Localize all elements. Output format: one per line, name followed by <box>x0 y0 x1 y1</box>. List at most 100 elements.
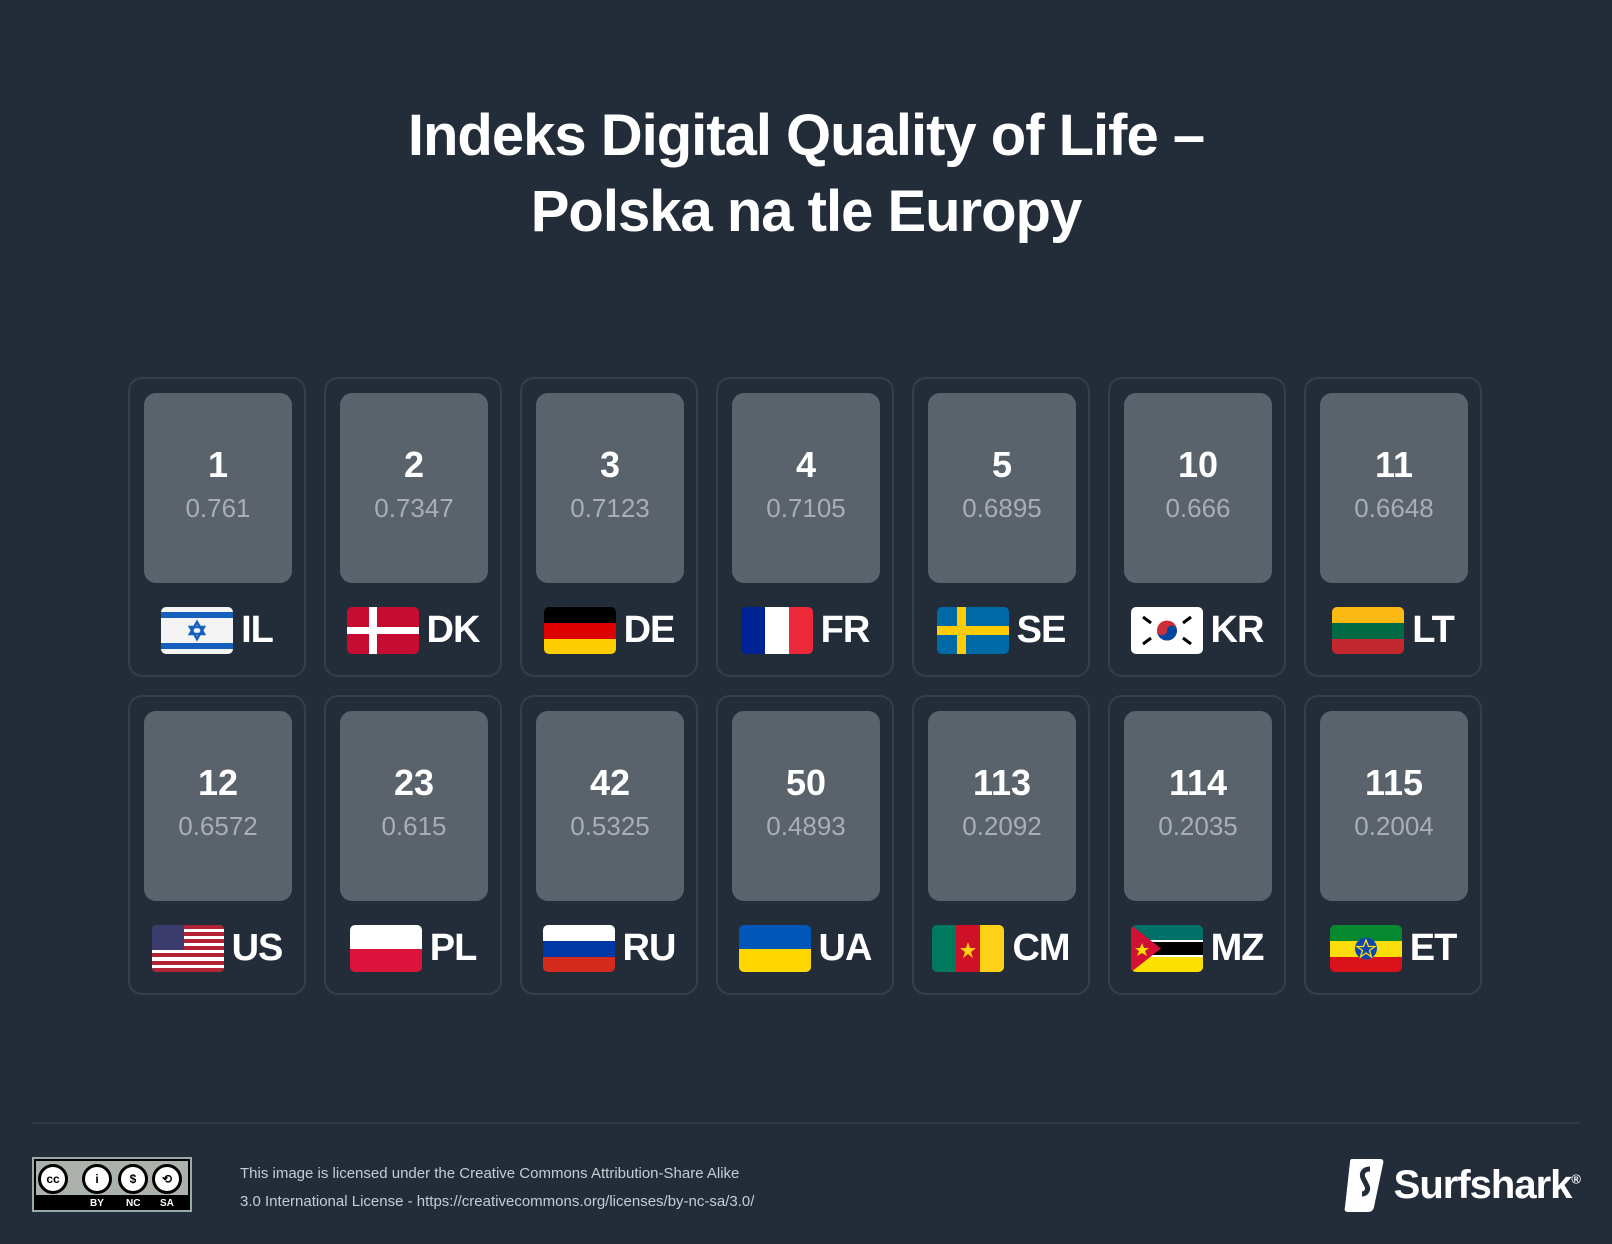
flag-mz-icon <box>1130 925 1203 972</box>
cc-license-badge: cc i $ ⟲ BY NC SA <box>32 1157 192 1212</box>
score-box: 12 0.6572 <box>144 711 292 901</box>
flag-cm-icon <box>932 925 1005 972</box>
rank: 1 <box>207 444 229 485</box>
score-box: 50 0.4893 <box>732 711 880 901</box>
country-code: ET <box>1409 927 1458 969</box>
score-box: 114 0.2035 <box>1124 711 1272 901</box>
country-card-et: 115 0.2004 ET <box>1304 695 1482 995</box>
country-label: ET <box>1306 925 1480 972</box>
score: 0.6895 <box>962 493 1042 523</box>
country-card-us: 12 0.6572 US <box>128 695 306 995</box>
country-code: RU <box>622 927 677 969</box>
flag-dk-icon <box>346 607 419 654</box>
country-card-se: 5 0.6895 SE <box>912 377 1090 677</box>
country-code: US <box>231 927 284 969</box>
country-label: PL <box>326 925 500 972</box>
country-card-il: 1 0.761 IL <box>128 377 306 677</box>
rank: 115 <box>1364 762 1424 803</box>
country-card-pl: 23 0.615 PL <box>324 695 502 995</box>
rank: 114 <box>1168 762 1228 803</box>
score: 0.4893 <box>766 811 846 841</box>
country-label: US <box>130 925 304 972</box>
country-card-de: 3 0.7123 DE <box>520 377 698 677</box>
divider <box>32 1122 1580 1124</box>
country-code: SE <box>1016 609 1067 651</box>
country-code: PL <box>429 927 478 969</box>
score: 0.761 <box>185 493 251 523</box>
license-link[interactable]: 3.0 International License - https://crea… <box>240 1193 755 1210</box>
score-box: 10 0.666 <box>1124 393 1272 583</box>
country-code: FR <box>820 609 871 651</box>
score-box: 2 0.7347 <box>340 393 488 583</box>
country-label: MZ <box>1110 925 1284 972</box>
country-label: FR <box>718 607 892 654</box>
country-label: DE <box>522 607 696 654</box>
country-card-cm: 113 0.2092 CM <box>912 695 1090 995</box>
country-code: KR <box>1210 609 1265 651</box>
score: 0.666 <box>1165 493 1231 523</box>
country-code: MZ <box>1210 927 1265 969</box>
score: 0.615 <box>381 811 447 841</box>
country-code: LT <box>1412 609 1455 651</box>
score: 0.2092 <box>962 811 1042 841</box>
rank: 4 <box>795 444 817 485</box>
score-box: 4 0.7105 <box>732 393 880 583</box>
rank: 113 <box>972 762 1032 803</box>
score-box: 1 0.761 <box>144 393 292 583</box>
country-label: DK <box>326 607 500 654</box>
score-box: 42 0.5325 <box>536 711 684 901</box>
score: 0.5325 <box>570 811 650 841</box>
score: 0.6648 <box>1354 493 1434 523</box>
score-box: 115 0.2004 <box>1320 711 1468 901</box>
country-label: RU <box>522 925 696 972</box>
country-card-ua: 50 0.4893 UA <box>716 695 894 995</box>
country-card-kr: 10 0.666 KR <box>1108 377 1286 677</box>
score: 0.7105 <box>766 493 846 523</box>
country-label: SE <box>914 607 1088 654</box>
rank: 50 <box>785 762 827 803</box>
country-card-fr: 4 0.7105 FR <box>716 377 894 677</box>
score-box: 3 0.7123 <box>536 393 684 583</box>
country-label: KR <box>1110 607 1284 654</box>
flag-kr-icon <box>1130 607 1203 654</box>
score: 0.7123 <box>570 493 650 523</box>
flag-de-icon <box>543 607 616 654</box>
rank: 23 <box>393 762 435 803</box>
flag-se-icon <box>936 607 1009 654</box>
country-card-dk: 2 0.7347 DK <box>324 377 502 677</box>
license-text: This image is licensed under the Creativ… <box>240 1160 754 1216</box>
flag-fr-icon <box>740 607 813 654</box>
score-box: 11 0.6648 <box>1320 393 1468 583</box>
country-code: UA <box>818 927 873 969</box>
surfshark-logo-icon <box>1344 1159 1384 1212</box>
flag-pl-icon <box>349 925 422 972</box>
rank: 10 <box>1177 444 1219 485</box>
flag-ua-icon <box>738 925 811 972</box>
rank: 12 <box>197 762 239 803</box>
country-card-mz: 114 0.2035 MZ <box>1108 695 1286 995</box>
surfshark-logo: Surfshark® <box>1344 1157 1581 1213</box>
score: 0.2004 <box>1354 811 1434 841</box>
score-box: 5 0.6895 <box>928 393 1076 583</box>
score-box: 23 0.615 <box>340 711 488 901</box>
country-code: DE <box>623 609 676 651</box>
rank: 42 <box>589 762 631 803</box>
score-box: 113 0.2092 <box>928 711 1076 901</box>
country-code: DK <box>426 609 481 651</box>
country-label: LT <box>1306 607 1480 654</box>
country-code: IL <box>241 609 274 651</box>
rank: 5 <box>991 444 1013 485</box>
score: 0.7347 <box>374 493 454 523</box>
flag-us-icon <box>151 925 224 972</box>
country-card-lt: 11 0.6648 LT <box>1304 377 1482 677</box>
flag-et-icon <box>1329 925 1402 972</box>
rank: 2 <box>403 444 425 485</box>
country-label: UA <box>718 925 892 972</box>
country-label: CM <box>914 925 1088 972</box>
flag-ru-icon <box>542 925 615 972</box>
flag-lt-icon <box>1332 607 1405 654</box>
country-card-ru: 42 0.5325 RU <box>520 695 698 995</box>
score: 0.6572 <box>178 811 258 841</box>
flag-il-icon <box>161 607 234 654</box>
score: 0.2035 <box>1158 811 1238 841</box>
